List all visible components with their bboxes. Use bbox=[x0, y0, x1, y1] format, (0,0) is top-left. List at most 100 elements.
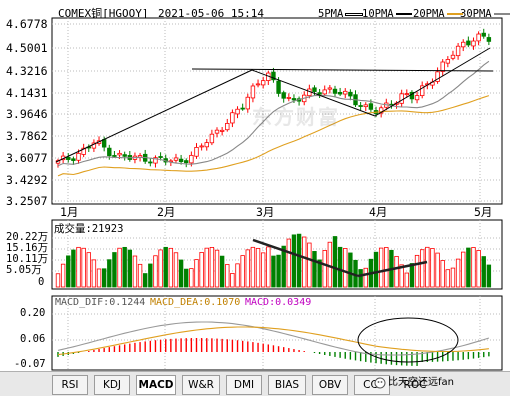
volume-bar bbox=[363, 267, 368, 288]
volume-bar bbox=[455, 258, 461, 288]
volume-trendline-down bbox=[252, 238, 359, 278]
volume-bar bbox=[163, 246, 168, 288]
volume-tick: 0 bbox=[38, 276, 45, 288]
candle-up bbox=[445, 59, 451, 64]
price-tick: 4.6778 bbox=[6, 17, 48, 31]
candle-down bbox=[158, 156, 163, 158]
datetime-label: 2021-05-06 15:14 bbox=[158, 7, 264, 20]
candle-down bbox=[466, 40, 471, 46]
volume-bar bbox=[440, 260, 445, 288]
candle-up bbox=[214, 129, 220, 134]
candle-up bbox=[343, 90, 348, 95]
candle-up bbox=[363, 104, 368, 108]
volume-bar bbox=[255, 247, 261, 288]
volume-bar bbox=[214, 249, 220, 288]
price-tick: 4.5001 bbox=[6, 41, 48, 55]
legend-5pma: 5PMA bbox=[318, 8, 364, 20]
volume-bar bbox=[189, 268, 194, 288]
tab-kdj[interactable]: KDJ bbox=[94, 375, 130, 395]
tab-bias[interactable]: BIAS bbox=[268, 375, 306, 395]
volume-bar bbox=[486, 264, 492, 288]
macd-value-label: MACD:0.0349 bbox=[245, 297, 312, 308]
tab-dmi[interactable]: DMI bbox=[226, 375, 262, 395]
volume-bar bbox=[348, 252, 353, 288]
volume-bar bbox=[296, 233, 302, 288]
tab-roc[interactable]: ROC bbox=[403, 379, 427, 391]
resistance-line bbox=[191, 68, 494, 72]
candle-up bbox=[230, 112, 235, 124]
candle-down bbox=[332, 88, 338, 94]
price-tick: 3.2507 bbox=[6, 194, 48, 208]
volume-bar bbox=[425, 246, 430, 288]
volume-bar bbox=[461, 251, 466, 288]
volume-tick: 10.11万 bbox=[6, 253, 49, 265]
wechat-icon bbox=[374, 377, 386, 389]
candle-down bbox=[348, 91, 353, 97]
candle-up bbox=[399, 93, 404, 104]
trendline-upper bbox=[55, 69, 253, 163]
volume-bar bbox=[91, 259, 97, 288]
volume-bar bbox=[137, 263, 143, 288]
candle-up bbox=[225, 123, 230, 131]
volume-bar bbox=[250, 246, 256, 288]
month-label: 3月 bbox=[256, 205, 275, 219]
month-label: 4月 bbox=[369, 205, 388, 219]
candle-up bbox=[476, 33, 481, 42]
candle-down bbox=[107, 147, 112, 157]
volume-bar bbox=[178, 259, 184, 288]
candle-up bbox=[440, 61, 445, 72]
candle-up bbox=[209, 133, 215, 144]
month-label: 2月 bbox=[157, 205, 176, 219]
candle-down bbox=[312, 87, 317, 92]
volume-bar bbox=[312, 251, 317, 288]
volume-bar bbox=[481, 256, 486, 288]
volume-bar bbox=[230, 272, 235, 288]
macd-dif-line bbox=[57, 321, 490, 356]
candle-up bbox=[199, 145, 204, 148]
volume-bar bbox=[322, 250, 327, 288]
volume-bar bbox=[194, 259, 199, 288]
candle-down bbox=[358, 105, 363, 107]
volume-tick: 5.05万 bbox=[6, 264, 42, 276]
ma20-line bbox=[57, 95, 490, 177]
volume-bar bbox=[107, 259, 112, 288]
volume-bar bbox=[343, 248, 348, 288]
tab-wr[interactable]: W&R bbox=[182, 375, 220, 395]
volume-bar bbox=[307, 242, 312, 288]
tab-obv[interactable]: OBV bbox=[312, 375, 348, 395]
candle-up bbox=[194, 147, 199, 157]
candle-up bbox=[245, 96, 250, 110]
volume-bar bbox=[404, 272, 409, 288]
tab-macd[interactable]: MACD bbox=[136, 375, 176, 395]
candle-down bbox=[276, 80, 281, 94]
volume-bar bbox=[76, 246, 81, 288]
candle-down bbox=[184, 160, 189, 164]
candle-down bbox=[66, 156, 71, 160]
candle-up bbox=[286, 97, 292, 99]
trendline-rise bbox=[374, 47, 491, 117]
volume-bar bbox=[101, 268, 107, 288]
macd-ellipse bbox=[357, 317, 459, 363]
volume-bar bbox=[235, 263, 240, 288]
candle-down bbox=[337, 92, 343, 95]
volume-bar bbox=[317, 259, 322, 288]
volume-bar bbox=[373, 251, 379, 288]
volume-title: 成交量:21923 bbox=[54, 223, 124, 235]
candle-down bbox=[240, 107, 245, 110]
volume-bar bbox=[276, 254, 281, 288]
candle-up bbox=[235, 108, 240, 115]
candle-down bbox=[368, 103, 374, 110]
candle-up bbox=[204, 142, 209, 148]
author-watermark: 比天空还远fan bbox=[388, 377, 454, 388]
price-tick: 4.3216 bbox=[6, 64, 48, 78]
volume-bar bbox=[199, 252, 204, 288]
center-watermark: 东方财富 bbox=[252, 105, 340, 129]
candle-up bbox=[419, 85, 425, 97]
candle-up bbox=[414, 95, 420, 101]
tab-rsi[interactable]: RSI bbox=[52, 375, 88, 395]
volume-bar bbox=[225, 264, 230, 288]
volume-bar bbox=[260, 252, 266, 288]
pane-frame bbox=[51, 295, 503, 371]
